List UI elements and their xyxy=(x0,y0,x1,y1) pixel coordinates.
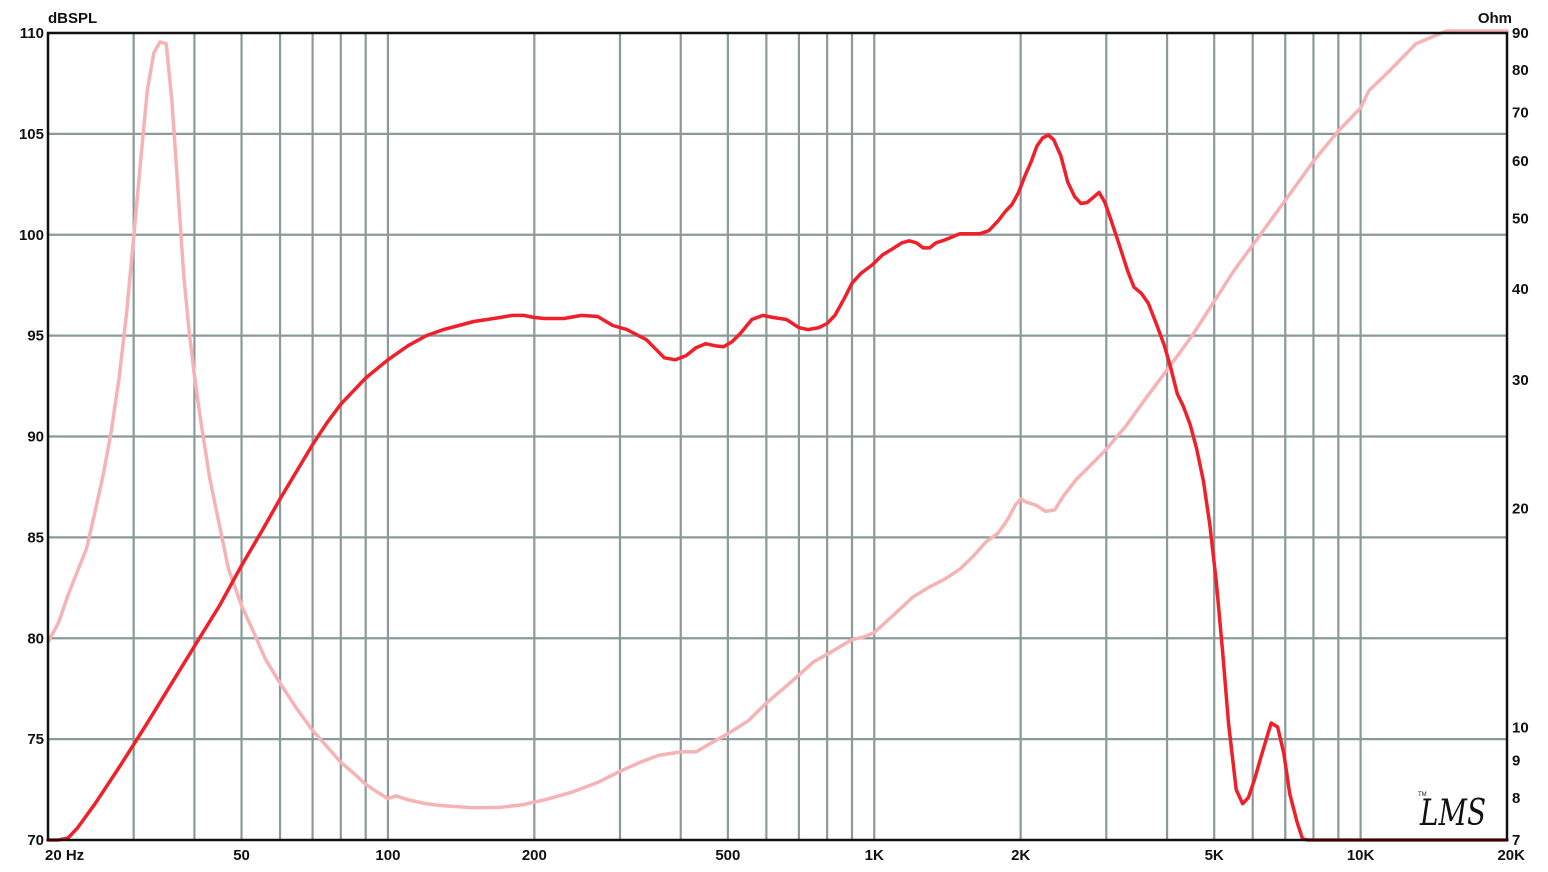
x-tick-label: 20 Hz xyxy=(45,847,84,864)
x-tick-label: 500 xyxy=(715,847,740,864)
x-tick-label: 200 xyxy=(522,847,547,864)
right-tick-label: 80 xyxy=(1512,62,1529,79)
left-tick-label: 100 xyxy=(19,227,44,244)
spl-curve xyxy=(46,133,1509,842)
right-tick-label: 50 xyxy=(1512,211,1529,228)
right-tick-label: 30 xyxy=(1512,372,1529,389)
right-tick-label: 20 xyxy=(1512,500,1529,517)
right-tick-label: 40 xyxy=(1512,281,1529,298)
grid-lines xyxy=(48,33,1507,840)
right-tick-label: 10 xyxy=(1512,719,1529,736)
curves xyxy=(46,29,1509,842)
plot-frame xyxy=(46,31,1509,842)
impedance-curve xyxy=(46,29,1509,810)
logo-trademark: TM xyxy=(1418,792,1427,798)
logo-text: LMS xyxy=(1419,793,1486,834)
left-tick-label: 105 xyxy=(19,126,44,143)
left-tick-label: 85 xyxy=(27,529,44,546)
left-tick-label: 80 xyxy=(27,630,44,647)
right-tick-label: 7 xyxy=(1512,832,1520,849)
right-tick-label: 8 xyxy=(1512,790,1520,807)
x-tick-label: 50 xyxy=(233,847,250,864)
x-tick-label: 100 xyxy=(375,847,400,864)
left-tick-label: 70 xyxy=(27,832,44,849)
x-tick-label: 2K xyxy=(1011,847,1030,864)
right-tick-label: 60 xyxy=(1512,153,1529,170)
left-tick-label: 75 xyxy=(27,731,44,748)
left-tick-label: 110 xyxy=(20,25,44,42)
x-tick-label: 10K xyxy=(1347,847,1375,864)
lms-logo: TM LMS xyxy=(1418,792,1486,834)
axis-labels: dBSPL Ohm 70 75 80 85 90 95 100 105 110 7 8 9 10 20 30… xyxy=(19,10,1529,864)
right-axis-label: Ohm xyxy=(1478,10,1512,27)
left-tick-label: 95 xyxy=(27,328,44,345)
x-tick-label: 5K xyxy=(1205,847,1224,864)
right-tick-label: 70 xyxy=(1512,104,1529,121)
right-tick-label: 90 xyxy=(1512,25,1529,42)
right-tick-label: 9 xyxy=(1512,753,1520,770)
left-axis-label: dBSPL xyxy=(48,10,97,27)
left-tick-label: 90 xyxy=(27,429,44,446)
x-tick-label: 1K xyxy=(865,847,884,864)
x-tick-label: 20K xyxy=(1497,847,1525,864)
